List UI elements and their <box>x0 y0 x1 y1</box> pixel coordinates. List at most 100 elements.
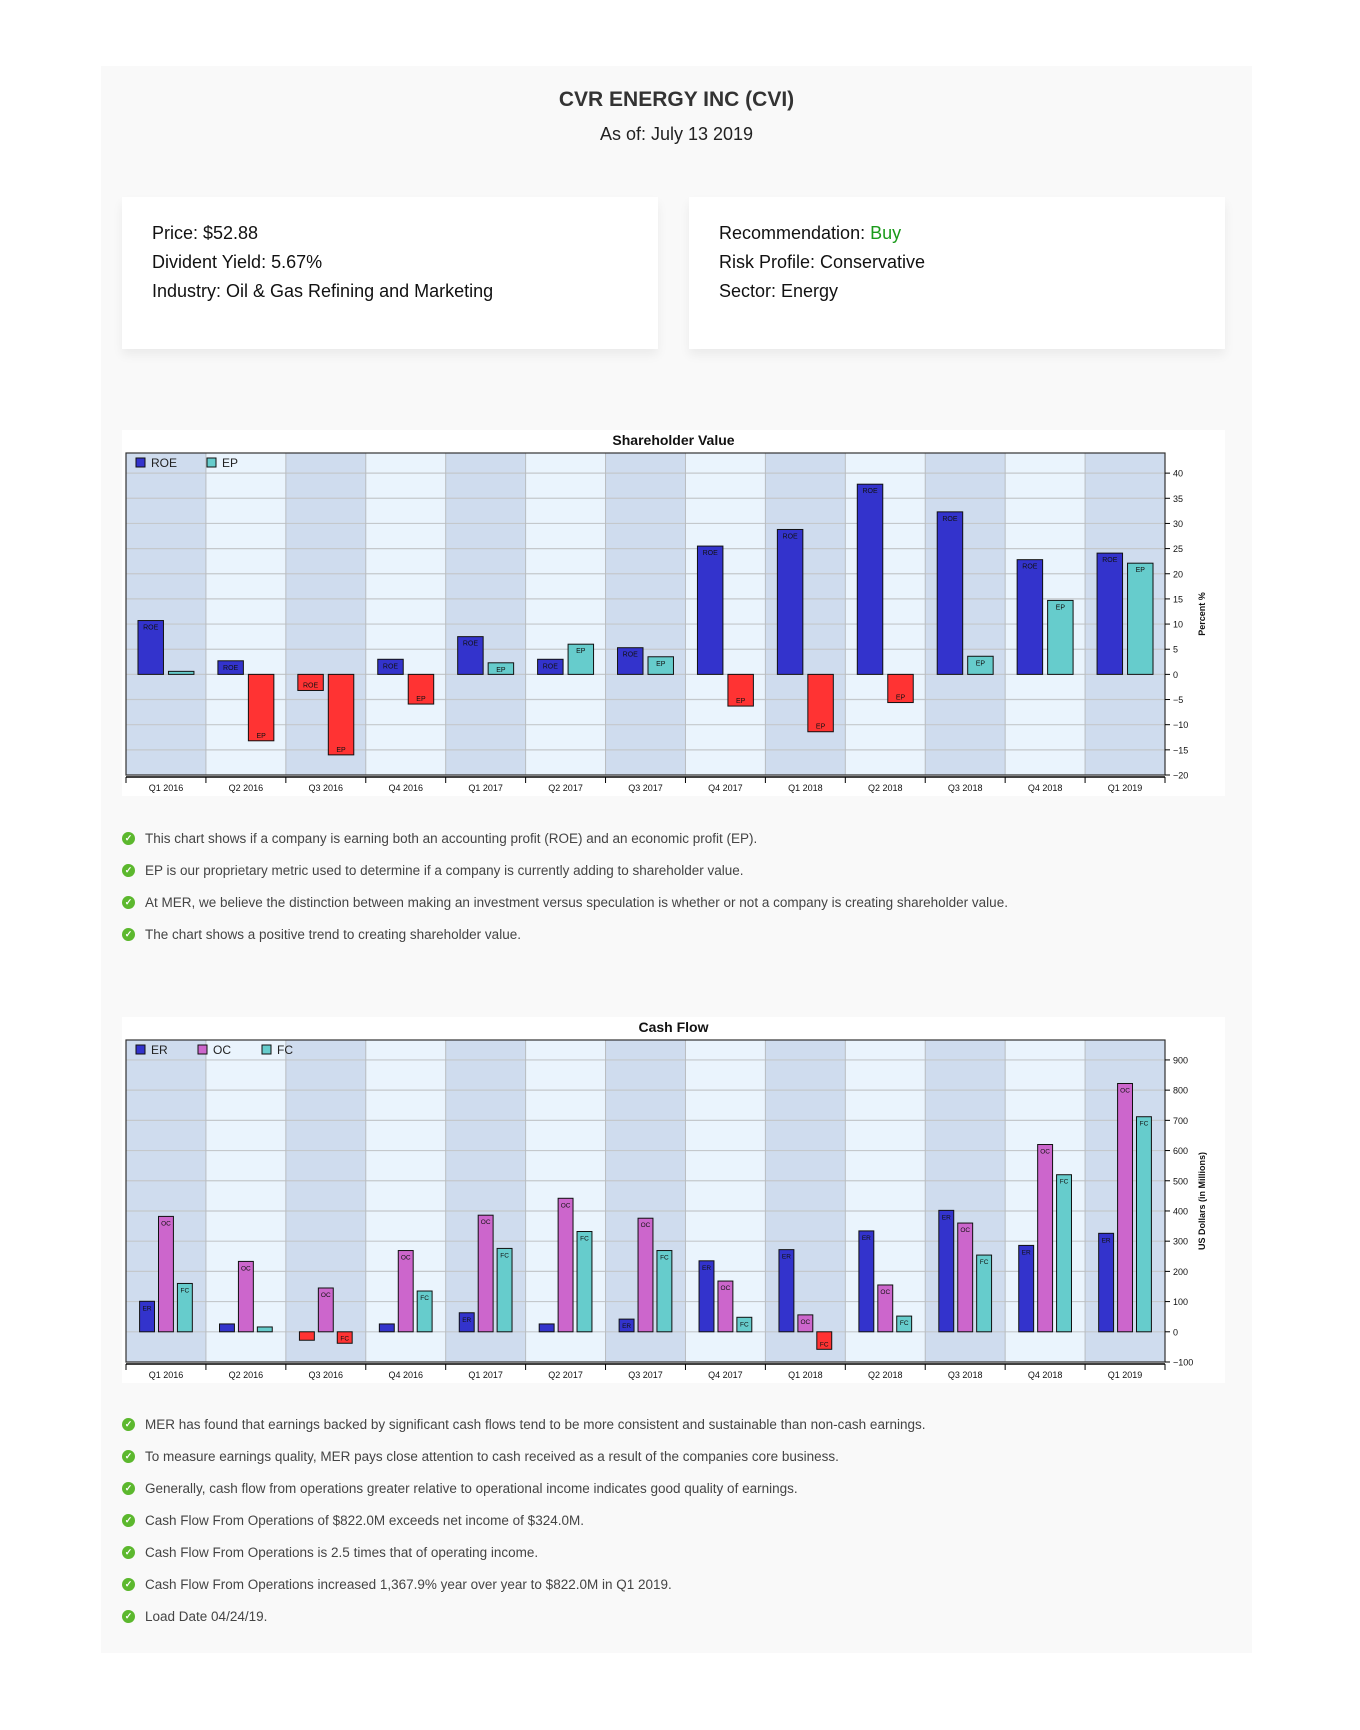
bar-label: EP <box>416 696 426 703</box>
bar-roe <box>696 545 724 675</box>
bar-ep <box>1047 599 1074 675</box>
x-tick-label: Q2 2017 <box>548 1370 583 1380</box>
y-tick-label: 40 <box>1173 469 1183 479</box>
note-item: ✓ Generally, cash flow from operations gr… <box>122 1478 798 1498</box>
note-item: ✓ The chart shows a positive trend to cre… <box>122 924 521 944</box>
bar-er <box>378 1323 395 1333</box>
bar-label: FC <box>420 1295 429 1302</box>
note-text: Load Date 04/24/19. <box>145 1608 268 1624</box>
bar-roe <box>1016 559 1044 675</box>
bar-roe <box>776 528 804 675</box>
bar-fc <box>256 1326 273 1333</box>
bar-label: ER <box>143 1305 152 1312</box>
bar-oc <box>158 1215 174 1333</box>
y-tick-label: −20 <box>1173 771 1188 781</box>
check-circle-icon: ✓ <box>122 1481 135 1495</box>
x-tick-label: Q1 2017 <box>468 783 503 793</box>
y-axis-title: US Dollars (in Millions) <box>1197 1152 1207 1250</box>
note-item: ✓ Cash Flow From Operations of $822.0M ex… <box>122 1510 584 1530</box>
bar-roe <box>1096 552 1124 675</box>
price: Price: $52.88 <box>152 223 259 243</box>
bar-fc <box>816 1331 833 1350</box>
y-tick-label: −10 <box>1173 720 1188 730</box>
bar-label: ER <box>942 1214 951 1221</box>
y-tick-label: 300 <box>1173 1237 1188 1247</box>
bar-label: OC <box>960 1227 970 1234</box>
note-item: ✓ EP is our proprietary metric used to de… <box>122 860 744 880</box>
y-tick-label: 600 <box>1173 1146 1188 1156</box>
plot-border <box>125 452 1166 776</box>
x-tick-label: Q3 2017 <box>628 1370 663 1380</box>
bar-oc <box>317 1287 334 1333</box>
bar-label: OC <box>241 1265 251 1272</box>
bar-er <box>458 1312 475 1333</box>
x-tick-label: Q1 2018 <box>788 783 823 793</box>
bar-label: FC <box>980 1259 989 1266</box>
bar-oc <box>557 1197 574 1333</box>
bar-fc <box>976 1254 993 1333</box>
bar-label: ROE <box>463 641 479 648</box>
column-band <box>445 453 526 775</box>
bar-label: ER <box>782 1254 791 1261</box>
bar-label: OC <box>161 1220 171 1227</box>
shareholder-value-chart: Shareholder Value −20 −15 −10 −5 0 5 10 15 20 25 3… <box>122 430 1225 796</box>
y-tick-label: 35 <box>1173 494 1183 504</box>
bar-er <box>219 1323 235 1333</box>
legend-swatch-ep <box>206 457 217 468</box>
x-tick-label: Q2 2016 <box>229 1370 264 1380</box>
bar-er <box>778 1249 795 1333</box>
y-tick-label: 200 <box>1173 1267 1188 1277</box>
bar-roe <box>137 620 164 675</box>
bar-label: ER <box>462 1317 471 1324</box>
bar-label: EP <box>256 733 266 740</box>
y-tick-label: −15 <box>1173 745 1188 755</box>
cash-flow-chart: Cash Flow −100 0 100 200 300 400 500 600 700 800 9… <box>122 1017 1225 1383</box>
bar-er <box>858 1230 875 1333</box>
bar-label: OC <box>481 1219 491 1226</box>
x-tick-label: Q4 2018 <box>1028 783 1063 793</box>
bar-oc <box>1037 1144 1054 1333</box>
bar-fc <box>656 1250 673 1333</box>
x-tick-label: Q1 2018 <box>788 1370 823 1380</box>
note-item: ✓ This chart shows if a company is earnin… <box>122 828 757 848</box>
check-circle-icon: ✓ <box>122 1513 135 1527</box>
bar-fc <box>576 1231 593 1333</box>
bar-er <box>618 1318 635 1333</box>
bar-label: ROE <box>543 663 559 670</box>
bar-oc <box>637 1217 654 1333</box>
y-tick-label: 0 <box>1173 670 1178 680</box>
bar-roe <box>217 660 244 675</box>
y-tick-label: 0 <box>1173 1327 1178 1337</box>
note-text: Cash Flow From Operations increased 1,36… <box>145 1576 672 1592</box>
bar-label: ER <box>702 1265 711 1272</box>
bar-label: ROE <box>942 516 958 523</box>
y-tick-label: 100 <box>1173 1297 1188 1307</box>
y-tick-label: 900 <box>1173 1055 1188 1065</box>
bar-ep <box>567 643 595 675</box>
bar-label: EP <box>576 648 586 655</box>
legend-label: ER <box>151 1043 168 1057</box>
recommendation: Recommendation: Buy <box>719 223 901 244</box>
y-tick-label: 25 <box>1173 544 1183 554</box>
bar-label: ROE <box>383 663 399 670</box>
bar-label: OC <box>1120 1087 1130 1094</box>
bar-label: EP <box>1136 567 1146 574</box>
bar-label: ROE <box>1022 564 1038 571</box>
note-item: ✓ Cash Flow From Operations is 2.5 times … <box>122 1542 538 1562</box>
x-tick-label: Q1 2016 <box>149 1370 184 1380</box>
x-tick-label: Q1 2016 <box>149 783 184 793</box>
bar-roe <box>457 636 484 675</box>
bar-ep <box>807 673 834 733</box>
bar-label: ER <box>1102 1237 1111 1244</box>
plot-border <box>125 1039 1166 1363</box>
bar-ep <box>167 670 195 675</box>
bar-label: EP <box>1056 604 1066 611</box>
sector: Sector: Energy <box>719 281 839 301</box>
legend-label: OC <box>213 1043 231 1057</box>
chart-title: Cash Flow <box>638 1019 709 1035</box>
bar-er <box>1098 1232 1115 1333</box>
x-tick-label: Q1 2017 <box>468 1370 503 1380</box>
y-tick-label: 5 <box>1173 645 1178 655</box>
x-tick-label: Q4 2016 <box>388 1370 423 1380</box>
bar-label: ER <box>862 1235 871 1242</box>
